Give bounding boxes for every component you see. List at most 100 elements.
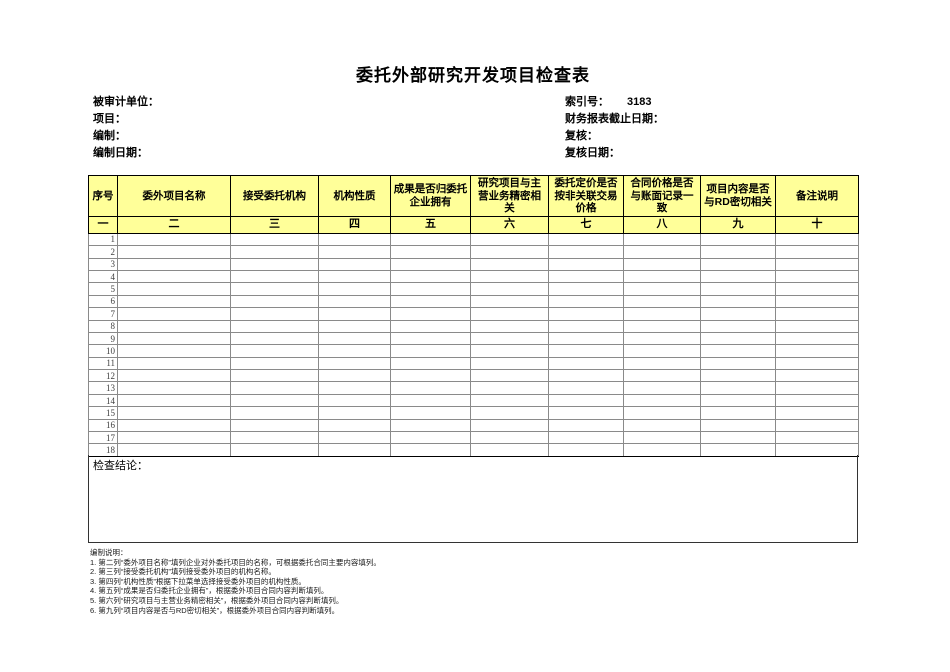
table-cell[interactable] bbox=[548, 418, 624, 433]
table-cell[interactable] bbox=[470, 245, 549, 259]
table-cell[interactable] bbox=[230, 369, 319, 383]
table-cell[interactable] bbox=[390, 369, 471, 383]
table-cell[interactable] bbox=[390, 418, 471, 433]
table-cell[interactable] bbox=[470, 418, 549, 433]
table-cell[interactable] bbox=[318, 369, 391, 383]
table-cell[interactable] bbox=[775, 431, 859, 445]
table-cell[interactable] bbox=[623, 406, 701, 420]
table-cell[interactable] bbox=[117, 369, 231, 383]
table-cell[interactable] bbox=[230, 356, 319, 371]
table-cell[interactable] bbox=[117, 418, 231, 433]
table-cell[interactable] bbox=[700, 369, 776, 383]
table-cell[interactable] bbox=[318, 294, 391, 309]
table-cell[interactable] bbox=[470, 431, 549, 445]
table-cell[interactable] bbox=[548, 282, 624, 296]
table-cell[interactable] bbox=[318, 356, 391, 371]
table-cell[interactable] bbox=[117, 232, 231, 247]
table-cell[interactable] bbox=[117, 393, 231, 408]
table-cell[interactable] bbox=[700, 294, 776, 309]
table-cell[interactable] bbox=[623, 331, 701, 346]
table-cell[interactable] bbox=[700, 418, 776, 433]
table-cell[interactable] bbox=[548, 307, 624, 321]
table-cell[interactable] bbox=[700, 245, 776, 259]
table-cell[interactable] bbox=[700, 307, 776, 321]
table-cell[interactable] bbox=[775, 257, 859, 271]
table-cell[interactable] bbox=[117, 294, 231, 309]
table-cell[interactable] bbox=[700, 344, 776, 358]
table-cell[interactable] bbox=[318, 431, 391, 445]
table-cell[interactable] bbox=[623, 431, 701, 445]
table-cell[interactable] bbox=[117, 319, 231, 333]
table-cell[interactable] bbox=[548, 257, 624, 271]
table-cell[interactable] bbox=[390, 381, 471, 395]
table-cell[interactable] bbox=[117, 245, 231, 259]
table-cell[interactable] bbox=[117, 282, 231, 296]
table-cell[interactable] bbox=[318, 245, 391, 259]
table-cell[interactable] bbox=[318, 232, 391, 247]
table-cell[interactable] bbox=[548, 232, 624, 247]
table-cell[interactable] bbox=[318, 307, 391, 321]
table-cell[interactable] bbox=[700, 393, 776, 408]
table-cell[interactable] bbox=[390, 356, 471, 371]
table-cell[interactable] bbox=[623, 294, 701, 309]
table-cell[interactable] bbox=[700, 356, 776, 371]
table-cell[interactable] bbox=[318, 319, 391, 333]
table-cell[interactable] bbox=[623, 257, 701, 271]
table-cell[interactable] bbox=[700, 319, 776, 333]
table-cell[interactable] bbox=[548, 356, 624, 371]
table-cell[interactable] bbox=[230, 307, 319, 321]
table-cell[interactable] bbox=[775, 418, 859, 433]
table-cell[interactable] bbox=[230, 257, 319, 271]
table-cell[interactable] bbox=[470, 319, 549, 333]
table-cell[interactable] bbox=[117, 331, 231, 346]
table-cell[interactable] bbox=[230, 294, 319, 309]
table-cell[interactable] bbox=[230, 406, 319, 420]
table-cell[interactable] bbox=[230, 381, 319, 395]
table-cell[interactable] bbox=[775, 269, 859, 284]
table-cell[interactable] bbox=[470, 282, 549, 296]
table-cell[interactable] bbox=[470, 406, 549, 420]
table-cell[interactable] bbox=[390, 245, 471, 259]
table-cell[interactable] bbox=[390, 331, 471, 346]
table-cell[interactable] bbox=[623, 381, 701, 395]
table-cell[interactable] bbox=[117, 406, 231, 420]
table-cell[interactable] bbox=[470, 356, 549, 371]
table-cell[interactable] bbox=[623, 282, 701, 296]
table-cell[interactable] bbox=[230, 393, 319, 408]
table-cell[interactable] bbox=[470, 307, 549, 321]
table-cell[interactable] bbox=[470, 232, 549, 247]
table-cell[interactable] bbox=[623, 232, 701, 247]
table-cell[interactable] bbox=[230, 232, 319, 247]
table-cell[interactable] bbox=[775, 294, 859, 309]
table-cell[interactable] bbox=[390, 406, 471, 420]
table-cell[interactable] bbox=[230, 319, 319, 333]
table-cell[interactable] bbox=[775, 282, 859, 296]
table-cell[interactable] bbox=[623, 307, 701, 321]
table-cell[interactable] bbox=[390, 232, 471, 247]
table-cell[interactable] bbox=[390, 307, 471, 321]
table-cell[interactable] bbox=[390, 319, 471, 333]
table-cell[interactable] bbox=[318, 393, 391, 408]
table-cell[interactable] bbox=[470, 381, 549, 395]
table-cell[interactable] bbox=[230, 344, 319, 358]
table-cell[interactable] bbox=[548, 431, 624, 445]
table-cell[interactable] bbox=[390, 431, 471, 445]
table-cell[interactable] bbox=[318, 344, 391, 358]
table-cell[interactable] bbox=[318, 418, 391, 433]
table-cell[interactable] bbox=[117, 307, 231, 321]
table-cell[interactable] bbox=[548, 294, 624, 309]
table-cell[interactable] bbox=[623, 356, 701, 371]
table-cell[interactable] bbox=[470, 331, 549, 346]
table-cell[interactable] bbox=[548, 369, 624, 383]
table-cell[interactable] bbox=[230, 331, 319, 346]
table-cell[interactable] bbox=[470, 294, 549, 309]
table-cell[interactable] bbox=[470, 257, 549, 271]
table-cell[interactable] bbox=[117, 356, 231, 371]
table-cell[interactable] bbox=[700, 331, 776, 346]
table-cell[interactable] bbox=[623, 319, 701, 333]
table-cell[interactable] bbox=[117, 257, 231, 271]
table-cell[interactable] bbox=[623, 418, 701, 433]
table-cell[interactable] bbox=[318, 381, 391, 395]
table-cell[interactable] bbox=[775, 331, 859, 346]
table-cell[interactable] bbox=[230, 418, 319, 433]
